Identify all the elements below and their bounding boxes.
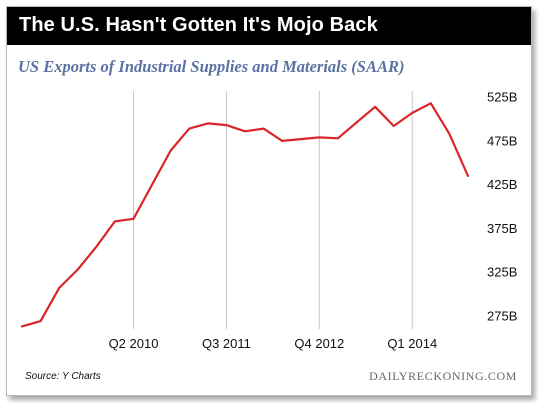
grid-lines bbox=[133, 91, 413, 329]
y-axis-ticks: 275B 325B 375B 425B 475B 525B bbox=[487, 90, 517, 324]
x-tick-label: Q1 2014 bbox=[387, 336, 437, 351]
title-bar: The U.S. Hasn't Gotten It's Mojo Back bbox=[7, 7, 531, 45]
page-title: The U.S. Hasn't Gotten It's Mojo Back bbox=[19, 14, 378, 36]
brand-logo: DAILYRECKONING.COM bbox=[369, 369, 517, 383]
y-tick-label: 425B bbox=[487, 177, 517, 192]
x-axis-ticks: Q2 2010 Q3 2011 Q4 2012 Q1 2014 bbox=[109, 336, 438, 351]
y-tick-label: 475B bbox=[487, 133, 517, 148]
line-chart: Q2 2010 Q3 2011 Q4 2012 Q1 2014 275B 325B 375… bbox=[20, 90, 517, 351]
series-line bbox=[20, 102, 470, 328]
y-tick-label: 525B bbox=[487, 90, 517, 105]
x-tick-label: Q2 2010 bbox=[109, 336, 159, 351]
series-layer bbox=[20, 102, 470, 328]
y-tick-label: 375B bbox=[487, 221, 517, 236]
chart-card: The U.S. Hasn't Gotten It's Mojo Back US… bbox=[6, 6, 532, 396]
y-tick-label: 325B bbox=[487, 265, 517, 280]
source-note: Source: Y Charts bbox=[25, 371, 101, 382]
x-tick-label: Q3 2011 bbox=[202, 336, 251, 351]
y-tick-label: 275B bbox=[487, 308, 517, 323]
x-tick-label: Q4 2012 bbox=[294, 336, 344, 351]
chart-subtitle: US Exports of Industrial Supplies and Ma… bbox=[18, 57, 405, 76]
